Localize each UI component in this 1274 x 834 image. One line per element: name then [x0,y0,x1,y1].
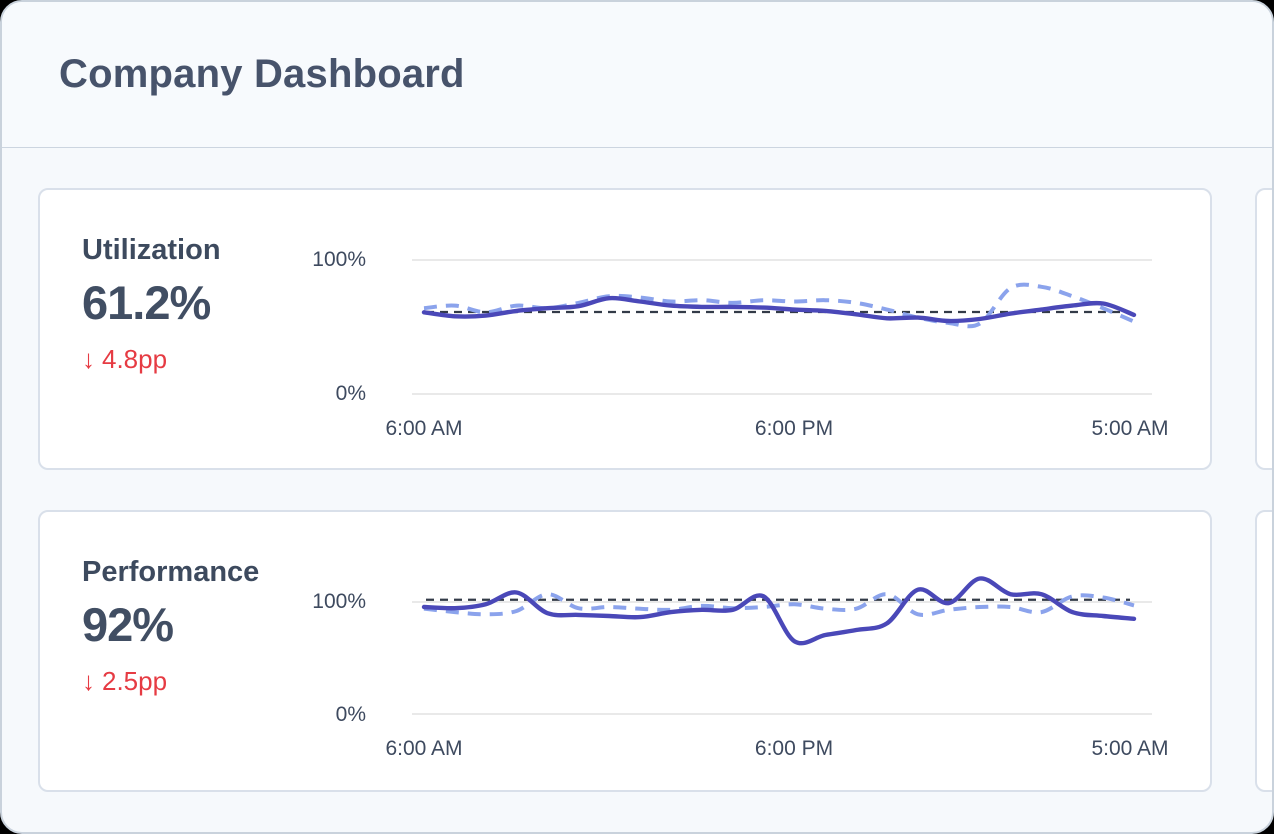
metric-delta-value: 4.8pp [102,344,168,374]
stat-block: Utilization 61.2% ↓ 4.8pp [82,190,322,375]
metric-delta: ↓ 2.5pp [82,666,322,697]
partial-card-bottom-right [1255,510,1272,792]
metric-delta: ↓ 4.8pp [82,344,322,375]
y-axis-tick-0: 0% [335,703,366,726]
metric-value: 92% [82,598,174,651]
y-axis-tick-100: 100% [312,248,366,271]
down-arrow-icon: ↓ [82,344,95,374]
y-axis-tick-0: 0% [335,382,366,405]
metric-card-utilization: Utilization 61.2% ↓ 4.8pp 100% 0% 6:00 A… [38,188,1212,470]
metric-title: Performance [82,556,260,588]
down-arrow-icon: ↓ [82,666,95,696]
x-axis-tick-5am: 5:00 AM [1091,737,1169,760]
metric-card-performance: Performance 92% ↓ 2.5pp 100% 0% 6:00 AM … [38,510,1212,792]
x-axis-tick-5am: 5:00 AM [1091,417,1169,440]
metric-title: Utilization [82,234,221,266]
x-axis-tick-6pm: 6:00 PM [754,417,834,440]
header: Company Dashboard [2,2,1272,148]
x-axis-tick-6am: 6:00 AM [385,737,463,760]
performance-chart[interactable] [40,512,1214,794]
utilization-chart[interactable] [40,190,1214,472]
y-axis-tick-100: 100% [312,590,366,613]
partial-card-top-right [1255,188,1272,470]
metric-delta-value: 2.5pp [102,666,168,696]
x-axis-tick-6am: 6:00 AM [385,417,463,440]
page-title: Company Dashboard [59,52,465,96]
metric-value: 61.2% [82,276,211,329]
x-axis-tick-6pm: 6:00 PM [754,737,834,760]
stat-block: Performance 92% ↓ 2.5pp [82,512,322,697]
